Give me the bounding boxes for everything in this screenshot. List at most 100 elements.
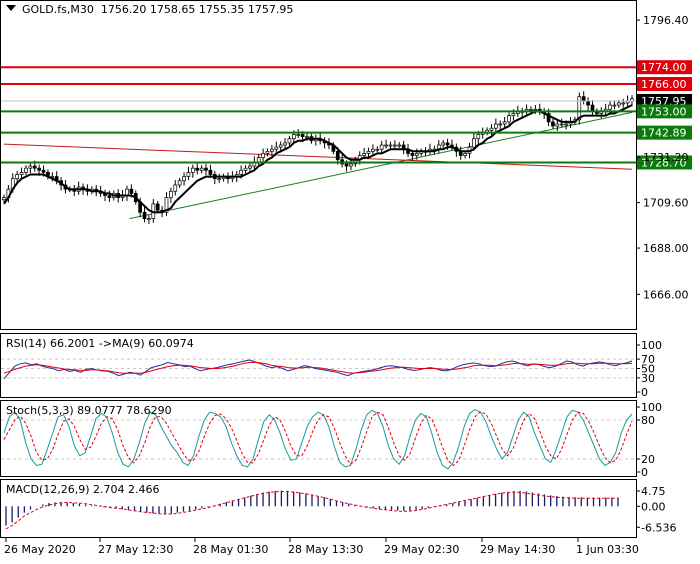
candle-body xyxy=(507,115,511,123)
macd-axis-label: 0.00 xyxy=(641,500,666,513)
pane-axis-label: 70 xyxy=(641,353,655,366)
candle-body xyxy=(559,123,564,126)
candle-body xyxy=(410,153,415,156)
candle-body xyxy=(445,142,450,146)
trendline-1[interactable] xyxy=(3,143,633,170)
candle-body xyxy=(621,102,626,105)
level-tag xyxy=(637,104,692,119)
candle-body xyxy=(349,163,353,167)
candle-body xyxy=(261,153,265,158)
macd-header: MACD(12,26,9) 2.704 2.466 xyxy=(6,483,160,496)
level-label: 1774.00 xyxy=(641,61,687,74)
chart-header: GOLD.fs,M30 1756.20 1758.65 1755.35 1757… xyxy=(6,3,293,16)
candle-body xyxy=(2,197,6,201)
candle-body xyxy=(472,138,476,148)
macd-series-layer xyxy=(5,490,619,530)
candle-body xyxy=(239,169,243,175)
macd-signal-line xyxy=(5,491,618,530)
candle-body xyxy=(155,203,160,211)
price-axis-label: 1709.60 xyxy=(643,197,689,210)
candle-body xyxy=(344,163,349,167)
level-label: 1753.00 xyxy=(641,105,687,118)
candle-body xyxy=(186,172,191,177)
candle-body xyxy=(502,121,507,125)
candle-body xyxy=(476,134,481,140)
candle-body xyxy=(129,188,134,194)
candle-body xyxy=(305,136,309,138)
candle-body xyxy=(608,104,612,110)
time-axis-label: 26 May 2020 xyxy=(4,543,76,556)
symbol-label: GOLD.fs,M30 xyxy=(22,3,94,16)
candle-body xyxy=(362,153,366,156)
candle-body xyxy=(37,167,41,171)
candle-body xyxy=(278,144,283,148)
candle-body xyxy=(414,153,419,156)
candle-body xyxy=(379,144,384,150)
candle-body xyxy=(195,167,200,171)
level-tag xyxy=(637,125,692,140)
candle-body xyxy=(533,108,538,111)
candle-body xyxy=(169,190,173,198)
candle-body xyxy=(529,108,533,111)
candle-body xyxy=(551,121,555,127)
price-series-layer: 1757.95 xyxy=(1,91,692,225)
candle-body xyxy=(24,167,28,173)
candle-body xyxy=(384,144,388,147)
candle-body xyxy=(586,100,590,106)
candle-body xyxy=(489,127,494,131)
candle-body xyxy=(397,144,402,147)
level-label: 1728.70 xyxy=(641,156,687,169)
candle-body xyxy=(19,172,24,175)
rsi-series-layer xyxy=(1,358,636,380)
macd-axis-label: -6.536 xyxy=(641,521,676,534)
candle-body xyxy=(581,96,586,102)
time-axis-label: 27 May 12:30 xyxy=(98,543,173,556)
candle-body xyxy=(28,165,33,169)
pane-axis-label: 30 xyxy=(641,372,655,385)
candle-body xyxy=(511,113,516,116)
rsi-header: RSI(14) 66.2001 ->MA(9) 60.0974 xyxy=(6,337,194,350)
candle-body xyxy=(243,167,248,171)
candle-body xyxy=(217,178,222,181)
stoch-line-1 xyxy=(3,411,633,467)
level-tag xyxy=(637,60,692,75)
candle-body xyxy=(182,176,186,182)
time-axis-label: 1 Jun 03:30 xyxy=(576,543,639,556)
price-axis-label: 1666.00 xyxy=(643,288,689,301)
candle-body xyxy=(199,167,204,171)
macd-pane[interactable] xyxy=(0,479,637,538)
candle-body xyxy=(274,146,279,150)
close-value: 1757.95 xyxy=(247,3,294,16)
moving-average-line xyxy=(3,104,633,214)
candle-body xyxy=(300,134,305,137)
candle-body xyxy=(32,165,37,169)
price-axis-label: 1731.20 xyxy=(643,151,689,164)
candle-body xyxy=(393,144,397,147)
candle-body xyxy=(612,104,617,107)
main-price-pane[interactable] xyxy=(0,0,637,330)
candle-body xyxy=(287,138,292,144)
candle-body xyxy=(41,169,46,173)
axes-layer: 1796.401731.201709.601688.001666.0010070… xyxy=(4,14,689,556)
candle-body xyxy=(494,123,498,129)
candle-body xyxy=(388,144,393,147)
collapse-triangle-icon[interactable] xyxy=(6,5,16,11)
candle-body xyxy=(173,184,178,192)
candle-body xyxy=(265,150,270,154)
candle-body xyxy=(296,134,301,136)
candle-body xyxy=(371,148,375,152)
price-axis-label: 1796.40 xyxy=(643,14,689,27)
trendline-0[interactable] xyxy=(129,111,633,220)
candle-body xyxy=(270,148,274,152)
macd-axis-label: 4.75 xyxy=(641,485,666,498)
candle-body xyxy=(204,167,208,171)
rsi-pane[interactable] xyxy=(0,333,637,398)
price-axis-label: 1688.00 xyxy=(643,242,689,255)
rsi-line-0 xyxy=(3,359,633,380)
time-axis-label: 29 May 14:30 xyxy=(480,543,555,556)
time-axis-label: 28 May 01:30 xyxy=(193,543,268,556)
pane-axis-label: 80 xyxy=(641,414,655,427)
stochastic-pane[interactable] xyxy=(0,400,637,477)
